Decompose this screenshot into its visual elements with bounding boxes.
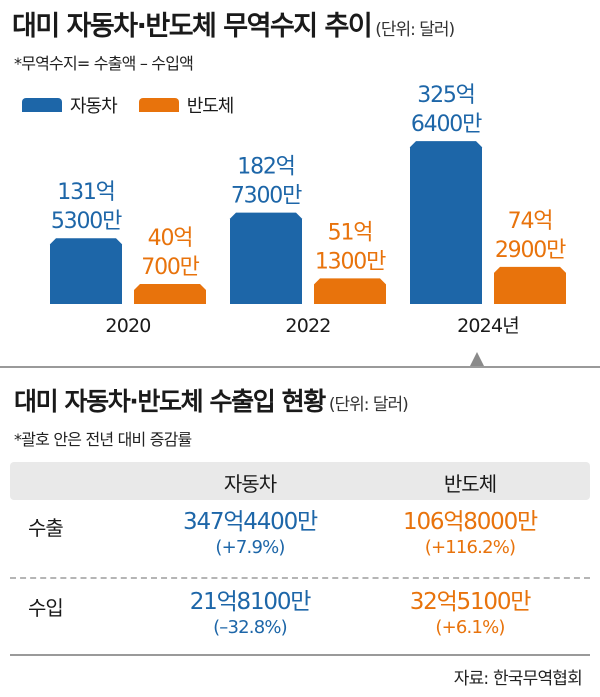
data-label-semi-2-1: 2900만 bbox=[495, 238, 566, 263]
bar-chart: 131억 5300만 40억 700만 2020 182억 7300만 51억 1300만 202… bbox=[50, 83, 567, 337]
export-auto-change: (+7.9%) bbox=[215, 537, 285, 558]
legend-item-auto: 자동차 bbox=[22, 92, 118, 118]
legend-label-auto: 자동차 bbox=[70, 96, 118, 117]
chart-header: 대미 자동차·반도체 무역수지 추이 (단위: 달러) bbox=[12, 4, 455, 43]
bar-auto-1 bbox=[230, 212, 302, 304]
bar-semi-0 bbox=[134, 283, 206, 304]
chart-unit: (단위: 달러) bbox=[375, 20, 455, 40]
data-label-auto-2-0: 325억 bbox=[417, 83, 474, 108]
import-auto-change: (–32.8%) bbox=[213, 617, 288, 638]
cell-export-semi: 106억8000만 (+116.2%) bbox=[360, 508, 580, 560]
legend-swatch-semi bbox=[138, 98, 179, 112]
table-header: 대미 자동차·반도체 수출입 현황 (단위: 달러) bbox=[14, 382, 409, 418]
x-tick-label-0: 2020 bbox=[105, 315, 150, 337]
x-tick-label-1: 2022 bbox=[285, 315, 330, 337]
source-note: 자료: 한국무역협회 bbox=[453, 669, 583, 689]
column-header-semi: 반도체 bbox=[443, 472, 497, 496]
row-label-export: 수출 bbox=[28, 516, 64, 540]
table-unit: (단위: 달러) bbox=[328, 395, 409, 415]
cell-export-auto: 347억4400만 (+7.9%) bbox=[140, 508, 360, 560]
bar-auto-2 bbox=[410, 141, 482, 304]
section-divider bbox=[0, 366, 600, 368]
export-auto-value: 347억4400만 bbox=[183, 509, 318, 535]
export-semi-value: 106억8000만 bbox=[403, 509, 538, 535]
table-note: *괄호 안은 전년 대비 증감률 bbox=[14, 430, 192, 449]
data-label-auto-1-1: 7300만 bbox=[231, 184, 302, 209]
cell-import-semi: 32억5100만 (+6.1%) bbox=[360, 588, 580, 640]
legend-item-semi: 반도체 bbox=[138, 92, 235, 118]
legend: 자동차 반도체 bbox=[22, 92, 255, 118]
chart-title: 대미 자동차·반도체 무역수지 추이 bbox=[12, 11, 373, 42]
data-label-semi-0-0: 40억 bbox=[148, 226, 193, 251]
row-separator bbox=[10, 577, 590, 579]
legend-swatch-auto bbox=[22, 98, 62, 112]
import-semi-change: (+6.1%) bbox=[435, 617, 505, 638]
bar-auto-0 bbox=[50, 238, 122, 304]
bar-semi-1 bbox=[314, 278, 386, 304]
data-label-semi-1-1: 1300만 bbox=[315, 249, 386, 274]
data-label-auto-1-0: 182억 bbox=[237, 155, 294, 180]
row-label-import: 수입 bbox=[28, 596, 64, 620]
chart-note: *무역수지= 수출액 – 수입액 bbox=[14, 54, 194, 73]
column-header-auto: 자동차 bbox=[223, 472, 277, 496]
legend-label-semi: 반도체 bbox=[186, 96, 235, 117]
bar-semi-2 bbox=[494, 266, 566, 304]
data-label-semi-0-1: 700만 bbox=[141, 255, 199, 280]
table-title: 대미 자동차·반도체 수출입 현황 bbox=[14, 387, 326, 416]
data-label-semi-1-0: 51억 bbox=[328, 220, 373, 245]
export-semi-change: (+116.2%) bbox=[424, 537, 516, 558]
x-tick-label-2: 2024년 bbox=[457, 315, 519, 337]
import-auto-value: 21억8100만 bbox=[189, 589, 312, 615]
data-label-semi-2-0: 74억 bbox=[508, 209, 553, 234]
table-header-row bbox=[10, 462, 590, 500]
import-semi-value: 32억5100만 bbox=[409, 589, 532, 615]
cell-import-auto: 21억8100만 (–32.8%) bbox=[140, 588, 360, 640]
data-label-auto-0-0: 131억 bbox=[57, 180, 114, 205]
data-label-auto-0-1: 5300만 bbox=[51, 209, 122, 234]
pointer-arrow-icon bbox=[470, 352, 484, 366]
data-label-auto-2-1: 6400만 bbox=[411, 112, 482, 137]
table-bottom-rule bbox=[10, 654, 590, 656]
